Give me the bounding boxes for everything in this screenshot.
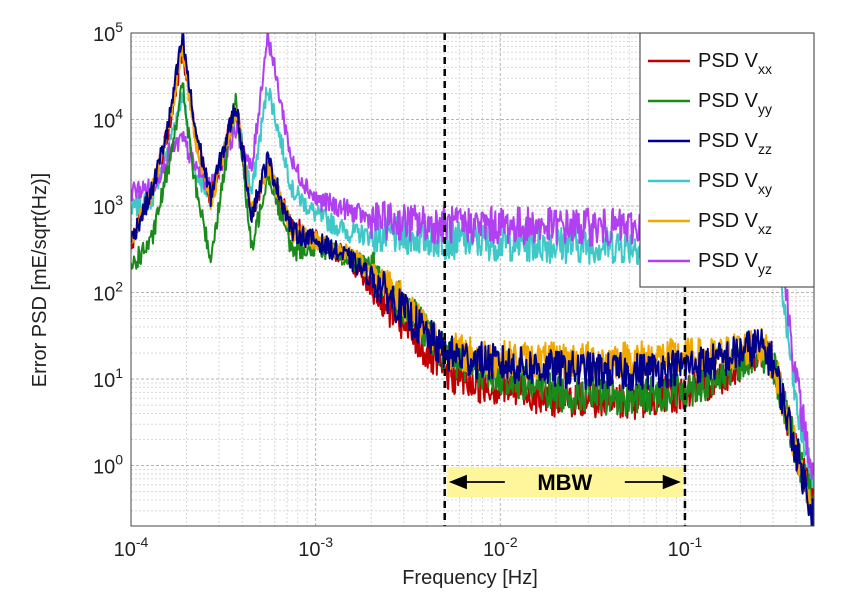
- legend-label-yz: PSD Vyz: [698, 250, 772, 277]
- mbw-band: MBW: [446, 467, 683, 497]
- y-tick-label: 102: [93, 279, 123, 306]
- y-axis-label: Error PSD [mE/sqrt(Hz)]: [29, 173, 51, 387]
- y-tick-label: 104: [93, 106, 123, 133]
- x-tick-label: 10-1: [668, 534, 703, 561]
- legend-box: [639, 32, 815, 288]
- x-axis-label: Frequency [Hz]: [402, 567, 538, 589]
- legend-label-yy: PSD Vyy: [698, 90, 772, 117]
- legend-label-xx: PSD Vxx: [698, 50, 772, 77]
- series-lines: [131, 33, 814, 526]
- y-tick-label: 103: [93, 192, 123, 219]
- legend: PSD Vxx PSD Vyy PSD Vzz PSD Vxy PSD Vxz PSD V…: [639, 32, 815, 288]
- y-tick-label: 101: [93, 365, 123, 392]
- series-line-zz: [131, 33, 814, 526]
- legend-label-zz: PSD Vzz: [698, 130, 772, 157]
- x-tick-labels: 10-4 10-3 10-2 10-1: [114, 534, 703, 561]
- y-tick-label: 100: [93, 452, 123, 479]
- y-tick-labels: 100 101 102 103 104 105: [93, 19, 123, 479]
- x-tick-label: 10-2: [483, 534, 518, 561]
- legend-label-xz: PSD Vxz: [698, 210, 772, 237]
- y-tick-label: 105: [93, 19, 123, 46]
- x-tick-label: 10-4: [114, 534, 149, 561]
- legend-label-xy: PSD Vxy: [698, 170, 772, 197]
- x-tick-label: 10-3: [298, 534, 333, 561]
- series-line-yy: [131, 82, 814, 523]
- mbw-label: MBW: [537, 470, 592, 495]
